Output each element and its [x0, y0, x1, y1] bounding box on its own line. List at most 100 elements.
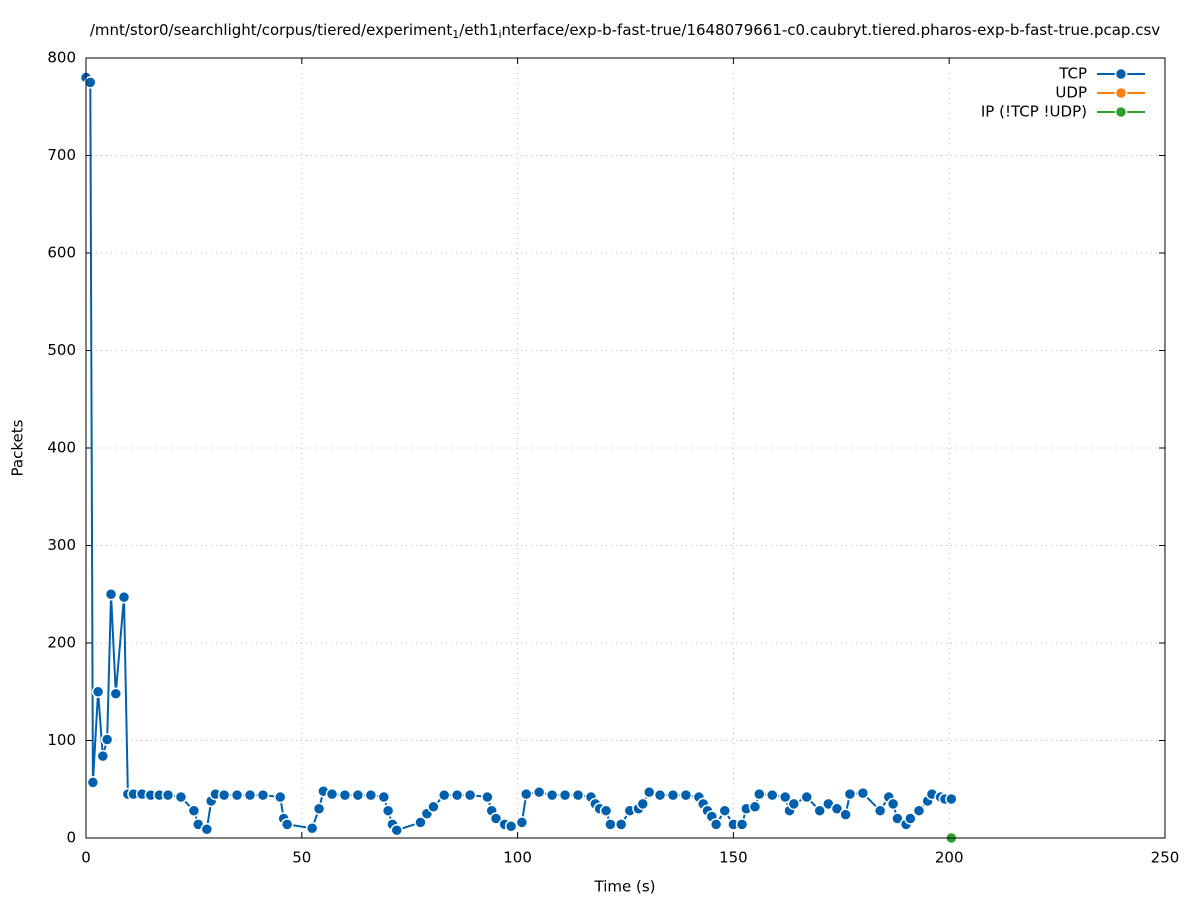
y-tick-label: 0 — [66, 829, 76, 847]
data-point — [636, 797, 650, 811]
chart-title: /mnt/stor0/searchlight/corpus/tiered/exp… — [90, 21, 1160, 42]
data-point — [390, 823, 404, 837]
x-tick-label: 0 — [81, 849, 91, 867]
data-point — [515, 816, 529, 829]
y-tick-label: 600 — [47, 244, 76, 262]
data-point — [873, 804, 887, 817]
y-tick-label: 700 — [47, 146, 76, 164]
data-point — [86, 776, 100, 789]
y-tick-label: 100 — [47, 731, 76, 749]
data-point — [312, 802, 326, 815]
data-point — [463, 788, 477, 802]
data-point — [642, 785, 656, 799]
data-point — [187, 804, 201, 817]
title-part: nterface/exp-b-fast-true/1648079661-c0.c… — [502, 21, 1161, 39]
data-point — [653, 788, 667, 802]
legend-marker — [1114, 67, 1128, 81]
data-point — [830, 802, 844, 815]
data-point — [377, 790, 391, 804]
data-point — [414, 816, 427, 829]
data-point — [571, 788, 585, 802]
data-point — [545, 788, 559, 802]
y-axis-label: Packets — [9, 419, 27, 476]
data-point — [338, 788, 352, 802]
plot-area — [79, 71, 958, 845]
data-point — [532, 785, 546, 799]
data-point — [325, 787, 339, 801]
legend-marker — [1114, 86, 1128, 100]
data-point — [614, 818, 628, 831]
data-point — [280, 818, 294, 831]
data-point — [904, 812, 917, 825]
data-point — [351, 788, 365, 802]
legend-label: IP (!TCP !UDP) — [981, 103, 1087, 121]
data-point — [604, 818, 617, 831]
data-point — [735, 818, 749, 831]
data-point — [843, 787, 857, 801]
data-point — [839, 808, 852, 821]
y-tick-label: 300 — [47, 536, 76, 554]
data-point — [243, 788, 257, 802]
data-point — [891, 812, 904, 825]
data-point — [558, 788, 572, 802]
data-point — [765, 788, 779, 802]
y-tick-label: 400 — [47, 439, 76, 457]
data-point — [256, 788, 270, 802]
plot-border — [85, 57, 1166, 839]
data-point — [381, 804, 395, 817]
x-tick-label: 150 — [719, 849, 748, 867]
legend-label: TCP — [1058, 65, 1087, 83]
data-point — [174, 790, 188, 804]
data-point — [856, 786, 870, 800]
data-point — [912, 804, 926, 817]
data-point — [748, 800, 762, 814]
data-point — [450, 788, 464, 802]
y-tick-label: 500 — [47, 341, 76, 359]
data-point — [753, 787, 766, 801]
data-point — [437, 788, 451, 802]
title-part: /mnt/stor0/searchlight/corpus/tiered/exp… — [90, 21, 453, 39]
data-point — [778, 790, 792, 804]
data-point — [504, 820, 518, 833]
y-tick-label: 200 — [47, 634, 76, 652]
x-tick-label: 200 — [935, 849, 964, 867]
data-point — [886, 797, 900, 811]
data-point — [709, 818, 723, 831]
legend-marker — [1114, 105, 1128, 119]
data-point — [84, 76, 97, 89]
data-point — [787, 797, 801, 811]
data-point — [800, 790, 814, 804]
data-point — [679, 788, 693, 802]
title-part: /eth1 — [459, 21, 498, 39]
data-point — [489, 812, 503, 825]
data-point — [96, 749, 110, 763]
data-point — [91, 685, 105, 698]
title-subscript: i — [498, 28, 501, 41]
data-point — [104, 588, 118, 601]
data-point — [718, 804, 732, 817]
x-axis-label: Time (s) — [594, 878, 656, 896]
data-point — [481, 790, 494, 804]
data-point — [100, 733, 114, 746]
x-tick-label: 100 — [503, 849, 532, 867]
x-tick-label: 250 — [1151, 849, 1180, 867]
data-point — [666, 788, 680, 802]
data-point — [161, 788, 175, 802]
y-tick-label: 800 — [47, 49, 76, 67]
data-point — [427, 800, 440, 814]
x-tick-label: 50 — [292, 849, 311, 867]
data-point — [230, 788, 244, 802]
data-point — [200, 822, 214, 836]
data-point — [305, 822, 319, 835]
data-point — [217, 788, 231, 802]
data-point — [519, 787, 533, 801]
data-point — [945, 792, 958, 806]
data-point — [813, 804, 826, 817]
data-point — [599, 804, 613, 817]
data-point — [117, 590, 131, 604]
title-subscript: 1 — [452, 28, 459, 41]
data-point — [109, 687, 123, 700]
